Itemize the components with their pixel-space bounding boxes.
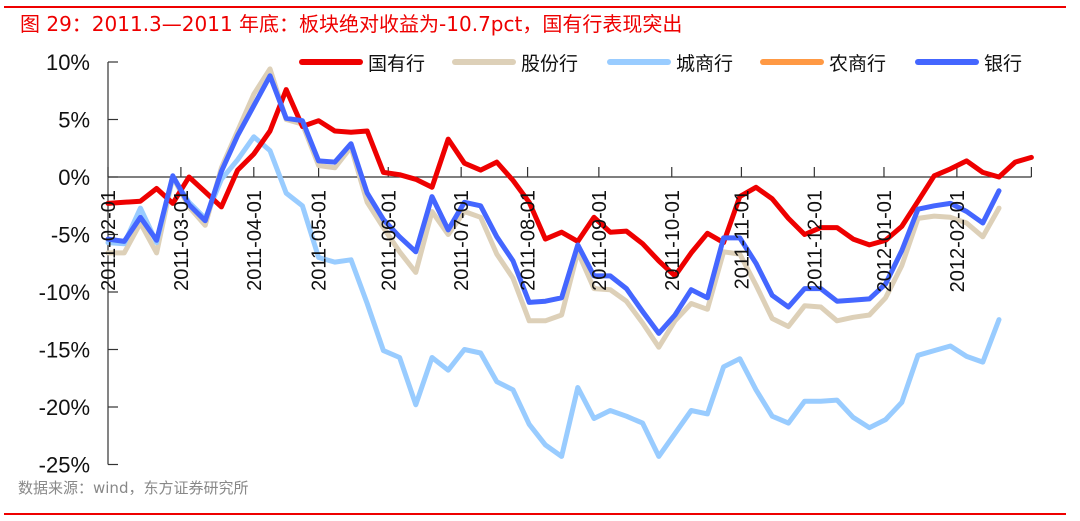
series-line-0 — [105, 87, 1034, 279]
y-tick-label: -10% — [39, 280, 90, 305]
y-tick-label: -15% — [39, 338, 90, 363]
legend-label: 国有行 — [368, 53, 425, 75]
legend-label: 银行 — [984, 53, 1022, 75]
x-tick-label: 2011-11-01 — [731, 190, 753, 289]
y-tick-label: -20% — [39, 395, 90, 420]
x-tick-labels: 2011-02-01 2011-03-01 2011-04-01 2011-05-01… — [98, 190, 969, 292]
figure-title: 图 29：2011.3—2011 年底：板块绝对收益为-10.7pct，国有行表… — [20, 12, 683, 36]
x-axis — [107, 167, 1033, 178]
series-line-4 — [105, 73, 1002, 336]
top-rule — [4, 6, 1066, 8]
x-tick-label: 2011-03-01 — [171, 190, 193, 291]
x-tick-label: 2011-07-01 — [451, 190, 473, 291]
series-line-1 — [105, 66, 1002, 350]
x-tick-label: 2011-04-01 — [244, 190, 266, 291]
legend-label: 城商行 — [676, 53, 733, 75]
x-tick-label: 2011-12-01 — [804, 190, 826, 291]
legend-label: 股份行 — [521, 53, 578, 75]
bottom-rule — [4, 513, 1066, 515]
data-source-note: 数据来源：wind，东方证券研究所 — [18, 479, 249, 497]
x-tick-label: 2011-05-01 — [309, 190, 331, 291]
x-tick-label: 2012-01-01 — [874, 190, 896, 292]
x-tick-label: 2011-02-01 — [98, 190, 120, 291]
y-tick-label: 10% — [46, 50, 90, 75]
legend: 国有行 股份行 城商行 农商行 银行 — [299, 53, 1022, 75]
series-lines — [105, 66, 1034, 459]
x-tick-label: 2011-06-01 — [378, 190, 400, 291]
x-tick-label: 2011-09-01 — [589, 190, 611, 291]
y-tick-label: 5% — [58, 108, 90, 133]
x-tick-label: 2011-08-01 — [518, 190, 540, 291]
y-tick-label: -5% — [51, 223, 90, 248]
x-tick-label: 2011-10-01 — [662, 190, 684, 291]
x-tick-label: 2012-02-01 — [947, 190, 969, 292]
y-axis: 10% 5% 0% -5% -10% -15% -20% -25% — [39, 50, 118, 478]
legend-label: 农商行 — [829, 53, 886, 75]
y-tick-label: -25% — [39, 453, 90, 478]
y-tick-label: 0% — [58, 165, 90, 190]
series-line-2 — [105, 134, 1002, 459]
